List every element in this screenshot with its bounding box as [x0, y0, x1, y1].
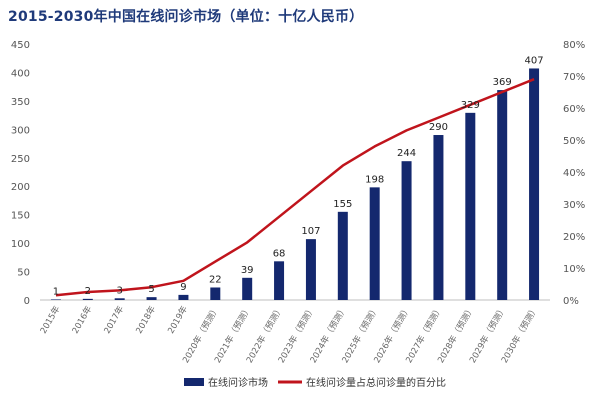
bar-data-label: 5	[148, 284, 154, 295]
bar	[82, 298, 93, 300]
y-left-tick-label: 250	[11, 154, 30, 165]
x-tick-label: 2018年	[134, 304, 159, 336]
bar-data-label: 198	[365, 174, 384, 185]
bar-data-label: 39	[241, 265, 254, 276]
y-right-tick-label: 0%	[563, 296, 579, 307]
y-left-tick-label: 200	[11, 182, 30, 193]
bar	[529, 68, 540, 300]
y-right-tick-label: 50%	[563, 136, 585, 147]
bar-data-label: 244	[397, 148, 416, 159]
legend-bar-label: 在线问诊市场	[208, 376, 268, 389]
bar	[497, 90, 508, 300]
bar	[146, 297, 157, 300]
y-left-tick-label: 300	[11, 125, 30, 136]
bar-data-label: 3	[117, 285, 123, 296]
bar	[401, 161, 412, 300]
bar	[465, 112, 476, 300]
bar-data-label: 369	[493, 77, 512, 88]
bar-data-label: 155	[333, 199, 352, 210]
x-tick-label: 2017年	[102, 304, 127, 336]
bar-data-label: 68	[273, 248, 286, 259]
bar	[50, 299, 61, 300]
bar-data-label: 9	[180, 282, 186, 293]
y-right-tick-label: 10%	[563, 264, 585, 275]
x-tick-label: 2019年	[165, 304, 190, 336]
y-right-tick-label: 20%	[563, 232, 585, 243]
bar-data-label: 107	[301, 226, 320, 237]
bar-data-label: 407	[525, 55, 544, 66]
bar	[178, 294, 189, 300]
bar-data-label: 22	[209, 274, 222, 285]
bar	[337, 211, 348, 300]
bar	[114, 298, 125, 300]
x-tick-label: 2015年	[38, 304, 63, 336]
bar-data-label: 2	[85, 286, 91, 297]
bar	[210, 287, 221, 300]
y-right-tick-label: 70%	[563, 72, 585, 83]
y-right-tick-label: 40%	[563, 168, 585, 179]
x-tick-label: 2016年	[70, 304, 95, 336]
bar	[274, 261, 285, 300]
bar	[433, 135, 444, 300]
percentage-line	[55, 78, 535, 297]
bar	[305, 239, 316, 300]
y-left-tick-label: 50	[17, 268, 30, 279]
bar-data-label: 329	[461, 100, 480, 111]
y-right-tick-label: 80%	[563, 40, 585, 51]
y-left-tick-label: 350	[11, 97, 30, 108]
bar	[242, 277, 253, 300]
legend-bar-swatch	[184, 378, 204, 386]
y-left-tick-label: 100	[11, 239, 30, 250]
chart-title: 2015-2030年中国在线问诊市场（单位：十亿人民币）	[8, 9, 364, 25]
y-left-tick-label: 150	[11, 211, 30, 222]
y-right-tick-label: 60%	[563, 104, 585, 115]
bar-data-label: 1	[53, 286, 59, 297]
bar-data-label: 290	[429, 122, 448, 133]
y-right-tick-label: 30%	[563, 200, 585, 211]
y-left-tick-label: 450	[11, 40, 30, 51]
y-left-tick-label: 0	[24, 296, 30, 307]
legend-line-label: 在线问诊量占总问诊量的百分比	[306, 376, 446, 389]
y-left-tick-label: 400	[11, 68, 30, 79]
bar	[369, 187, 380, 300]
